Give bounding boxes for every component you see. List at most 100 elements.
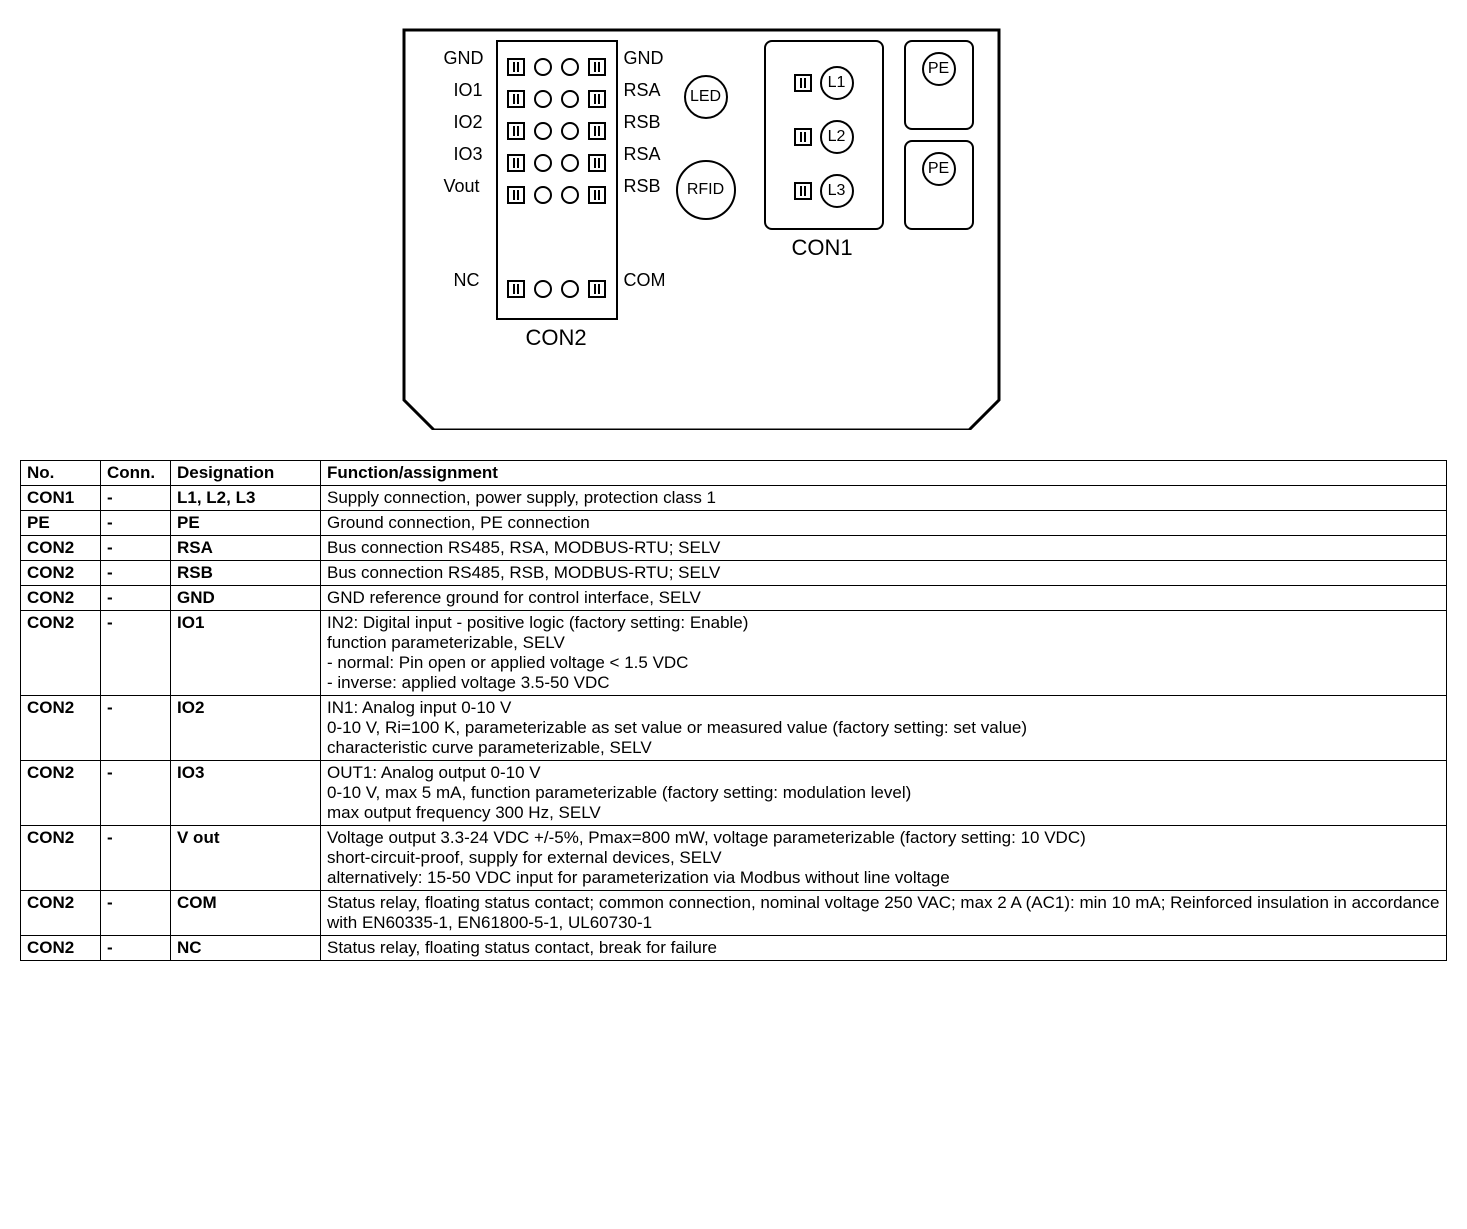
header-func: Function/assignment	[321, 461, 1447, 486]
terminal-icon	[507, 58, 525, 76]
terminal-icon	[507, 122, 525, 140]
con2-right-label-5: COM	[624, 270, 666, 291]
rfid-icon: RFID	[676, 160, 736, 220]
cell-conn: -	[101, 611, 171, 696]
header-no: No.	[21, 461, 101, 486]
cell-no: CON2	[21, 561, 101, 586]
cell-desig: IO1	[171, 611, 321, 696]
con1-label-2: L3	[820, 174, 854, 208]
pe-label-top: PE	[922, 52, 956, 86]
cell-desig: L1, L2, L3	[171, 486, 321, 511]
cell-desig: GND	[171, 586, 321, 611]
con2-left-label-4: Vout	[444, 176, 480, 197]
con1-label-0: L1	[820, 66, 854, 100]
con1-row-1: L2	[766, 120, 882, 154]
cell-no: CON2	[21, 936, 101, 961]
header-desig: Designation	[171, 461, 321, 486]
pe-box-bottom: PE	[904, 140, 974, 230]
con2-name: CON2	[526, 325, 587, 351]
table-row: CON2-IO1IN2: Digital input - positive lo…	[21, 611, 1447, 696]
table-header-row: No. Conn. Designation Function/assignmen…	[21, 461, 1447, 486]
cell-func: Voltage output 3.3-24 VDC +/-5%, Pmax=80…	[321, 826, 1447, 891]
con2-right-label-3: RSA	[624, 144, 661, 165]
cell-no: PE	[21, 511, 101, 536]
con1-row-2: L3	[766, 174, 882, 208]
cell-func: Bus connection RS485, RSB, MODBUS-RTU; S…	[321, 561, 1447, 586]
table-row: CON2-NCStatus relay, floating status con…	[21, 936, 1447, 961]
cell-func: IN2: Digital input - positive logic (fac…	[321, 611, 1447, 696]
header-conn: Conn.	[101, 461, 171, 486]
connector-diagram: GND IO1 IO2 IO3 Vout NC GND RSA RSB RSA …	[20, 20, 1447, 430]
terminal-icon	[588, 280, 606, 298]
terminal-icon	[534, 90, 552, 108]
cell-conn: -	[101, 891, 171, 936]
table-row: CON2-V outVoltage output 3.3-24 VDC +/-5…	[21, 826, 1447, 891]
con2-row-0	[498, 52, 616, 82]
terminal-icon	[588, 154, 606, 172]
con2-right-label-1: RSA	[624, 80, 661, 101]
pe-label-bottom: PE	[922, 152, 956, 186]
con2-row-4	[498, 180, 616, 210]
cell-func: IN1: Analog input 0-10 V 0-10 V, Ri=100 …	[321, 696, 1447, 761]
table-row: CON2-IO2IN1: Analog input 0-10 V 0-10 V,…	[21, 696, 1447, 761]
con2-left-label-2: IO2	[454, 112, 483, 133]
terminal-icon	[534, 280, 552, 298]
cell-no: CON2	[21, 891, 101, 936]
led-label: LED	[690, 88, 721, 106]
con2-connector	[496, 40, 618, 320]
terminal-icon	[794, 74, 812, 92]
cell-conn: -	[101, 936, 171, 961]
cell-conn: -	[101, 511, 171, 536]
cell-conn: -	[101, 761, 171, 826]
terminal-icon	[507, 154, 525, 172]
cell-conn: -	[101, 586, 171, 611]
table-row: CON2-GNDGND reference ground for control…	[21, 586, 1447, 611]
terminal-icon	[588, 186, 606, 204]
terminal-icon	[588, 58, 606, 76]
cell-func: Bus connection RS485, RSA, MODBUS-RTU; S…	[321, 536, 1447, 561]
cell-desig: NC	[171, 936, 321, 961]
cell-func: GND reference ground for control interfa…	[321, 586, 1447, 611]
con2-row-3	[498, 148, 616, 178]
terminal-icon	[794, 182, 812, 200]
terminal-icon	[588, 90, 606, 108]
cell-conn: -	[101, 696, 171, 761]
table-row: PE-PEGround connection, PE connection	[21, 511, 1447, 536]
cell-conn: -	[101, 826, 171, 891]
table-body: CON1-L1, L2, L3Supply connection, power …	[21, 486, 1447, 961]
cell-no: CON2	[21, 761, 101, 826]
cell-no: CON2	[21, 826, 101, 891]
cell-desig: IO3	[171, 761, 321, 826]
cell-desig: PE	[171, 511, 321, 536]
terminal-icon	[588, 122, 606, 140]
led-icon: LED	[684, 75, 728, 119]
cell-desig: IO2	[171, 696, 321, 761]
con2-right-label-0: GND	[624, 48, 664, 69]
table-row: CON2-RSABus connection RS485, RSA, MODBU…	[21, 536, 1447, 561]
table-row: CON2-IO3OUT1: Analog output 0-10 V 0-10 …	[21, 761, 1447, 826]
con2-left-label-5: NC	[454, 270, 480, 291]
cell-conn: -	[101, 486, 171, 511]
cell-func: Ground connection, PE connection	[321, 511, 1447, 536]
cell-no: CON2	[21, 696, 101, 761]
table-row: CON2-RSBBus connection RS485, RSB, MODBU…	[21, 561, 1447, 586]
cell-no: CON2	[21, 536, 101, 561]
cell-conn: -	[101, 536, 171, 561]
terminal-icon	[561, 90, 579, 108]
rfid-label: RFID	[687, 181, 724, 199]
terminal-icon	[534, 58, 552, 76]
con2-row-5	[498, 274, 616, 304]
terminal-icon	[561, 280, 579, 298]
con1-connector: L1 L2 L3	[764, 40, 884, 230]
con2-row-1	[498, 84, 616, 114]
terminal-icon	[507, 90, 525, 108]
cell-no: CON2	[21, 586, 101, 611]
con2-right-label-4: RSB	[624, 176, 661, 197]
terminal-icon	[534, 122, 552, 140]
cell-func: Supply connection, power supply, protect…	[321, 486, 1447, 511]
con2-right-label-2: RSB	[624, 112, 661, 133]
con1-label-1: L2	[820, 120, 854, 154]
pinout-table: No. Conn. Designation Function/assignmen…	[20, 460, 1447, 961]
cell-desig: COM	[171, 891, 321, 936]
cell-desig: RSA	[171, 536, 321, 561]
